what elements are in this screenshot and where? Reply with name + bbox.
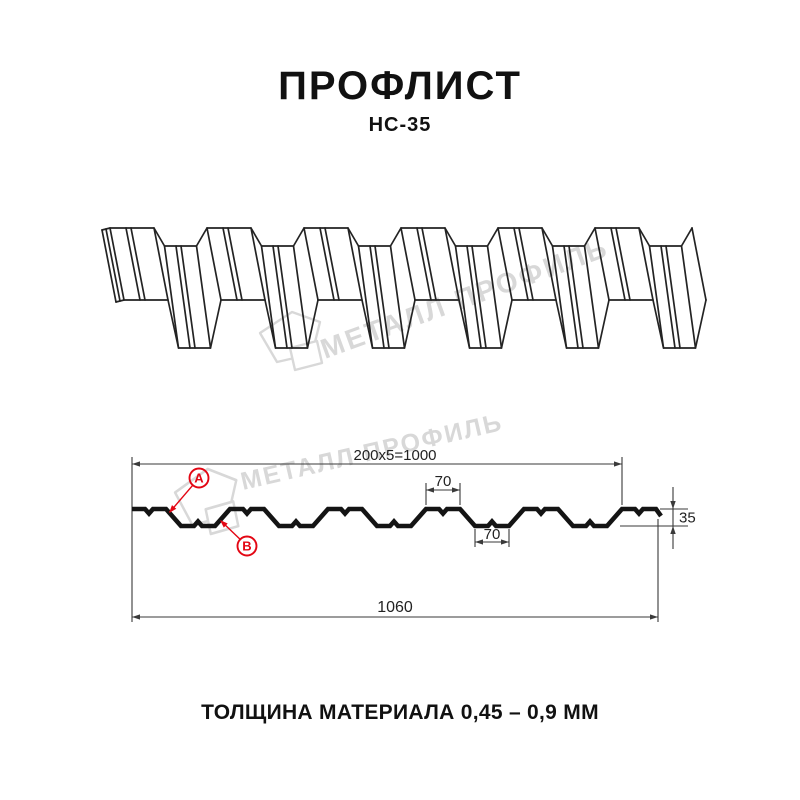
dim-bottom-flat-label: 70 (484, 526, 501, 543)
dim-top-flat-label: 70 (435, 473, 452, 490)
callout-a: A (169, 467, 210, 513)
profile-3d-view (101, 227, 707, 349)
profile-model-subtitle: НС-35 (368, 114, 432, 136)
dimension-lines (131, 457, 688, 622)
callout-b-label: B (242, 539, 251, 554)
callout-b-arrowhead (220, 520, 228, 528)
callout-b: B (220, 520, 258, 557)
callout-a-circle (188, 467, 210, 489)
profile-section-view: A B 200x5=1000 70 70 35 1060 (131, 447, 696, 622)
dimension-arrowheads (132, 461, 676, 620)
callout-b-circle (236, 535, 258, 557)
sheet-fold-lines (101, 227, 707, 349)
section-profile-line (132, 506, 663, 529)
sheet-far-edge (101, 227, 693, 247)
sheet-near-edge (115, 299, 707, 349)
callout-a-label: A (194, 471, 204, 486)
page-title: ПРОФЛИСТ (278, 64, 522, 108)
dim-overall-label: 1060 (377, 599, 413, 616)
callout-a-arrowhead (169, 505, 177, 513)
material-thickness-note: ТОЛЩИНА МАТЕРИАЛА 0,45 – 0,9 ММ (201, 701, 599, 724)
dim-height-label: 35 (679, 510, 696, 527)
dim-pitch-label: 200x5=1000 (354, 447, 437, 464)
